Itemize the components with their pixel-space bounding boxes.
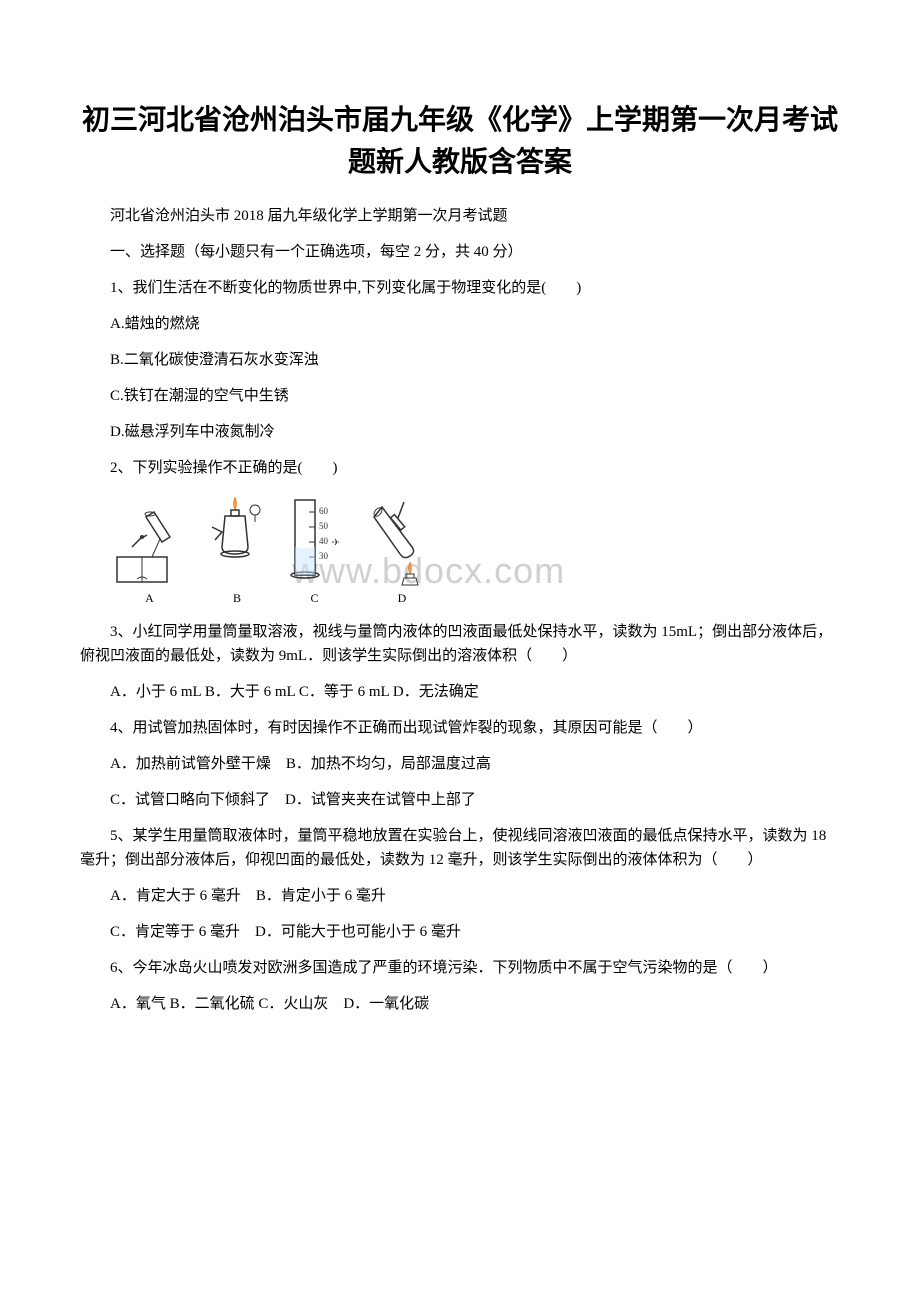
question-1-option-a: A.蜡烛的燃烧 [80,312,840,336]
question-3: 3、小红同学用量筒量取溶液，视线与量筒内液体的凹液面最低处保持水平，读数为 15… [80,620,840,668]
page-title: 初三河北省沧州泊头市届九年级《化学》上学期第一次月考试题新人教版含答案 [80,100,840,184]
alcohol-lamp-icon [207,492,267,587]
svg-text:50: 50 [319,521,329,531]
label-d: D [398,589,407,608]
question-1-option-d: D.磁悬浮列车中液氮制冷 [80,420,840,444]
question-5-options-line1: A．肯定大于 6 毫升 B．肯定小于 6 毫升 [80,884,840,908]
question-1-option-b: B.二氧化碳使澄清石灰水变浑浊 [80,348,840,372]
experiment-figure: www.bdocx.com A [112,492,840,608]
experiment-d: D [362,492,442,608]
question-6: 6、今年冰岛火山喷发对欧洲多国造成了严重的环境污染．下列物质中不属于空气污染物的… [80,956,840,980]
svg-text:60: 60 [319,506,329,516]
question-3-options: A．小于 6 mL B．大于 6 mL C．等于 6 mL D．无法确定 [80,680,840,704]
question-2: 2、下列实验操作不正确的是( ) [80,456,840,480]
question-4-options-line2: C．试管口略向下倾斜了 D．试管夹夹在试管中上部了 [80,788,840,812]
question-4: 4、用试管加热固体时，有时因操作不正确而出现试管炸裂的现象，其原因可能是（ ） [80,716,840,740]
label-b: B [233,589,241,608]
pouring-liquid-icon [112,497,187,587]
svg-text:40: 40 [319,536,329,546]
question-5: 5、某学生用量筒取液体时，量筒平稳地放置在实验台上，使视线同溶液凹液面的最低点保… [80,824,840,872]
experiment-c: 60 50 40 30 C [287,492,342,608]
question-6-options: A．氧气 B．二氧化硫 C．火山灰 D．一氧化碳 [80,992,840,1016]
heating-tube-icon [362,492,442,587]
experiment-b: B [207,492,267,608]
label-c: C [310,589,318,608]
question-1-option-c: C.铁钉在潮湿的空气中生锈 [80,384,840,408]
svg-text:30: 30 [319,551,329,561]
question-1: 1、我们生活在不断变化的物质世界中,下列变化属于物理变化的是( ) [80,276,840,300]
experiment-a: A [112,497,187,608]
question-4-options-line1: A．加热前试管外壁干燥 B．加热不均匀，局部温度过高 [80,752,840,776]
section-1-header: 一、选择题（每小题只有一个正确选项，每空 2 分，共 40 分） [80,240,840,264]
graduated-cylinder-icon: 60 50 40 30 [287,492,342,587]
label-a: A [145,589,154,608]
exam-subtitle: 河北省沧州泊头市 2018 届九年级化学上学期第一次月考试题 [80,204,840,228]
question-5-options-line2: C．肯定等于 6 毫升 D．可能大于也可能小于 6 毫升 [80,920,840,944]
